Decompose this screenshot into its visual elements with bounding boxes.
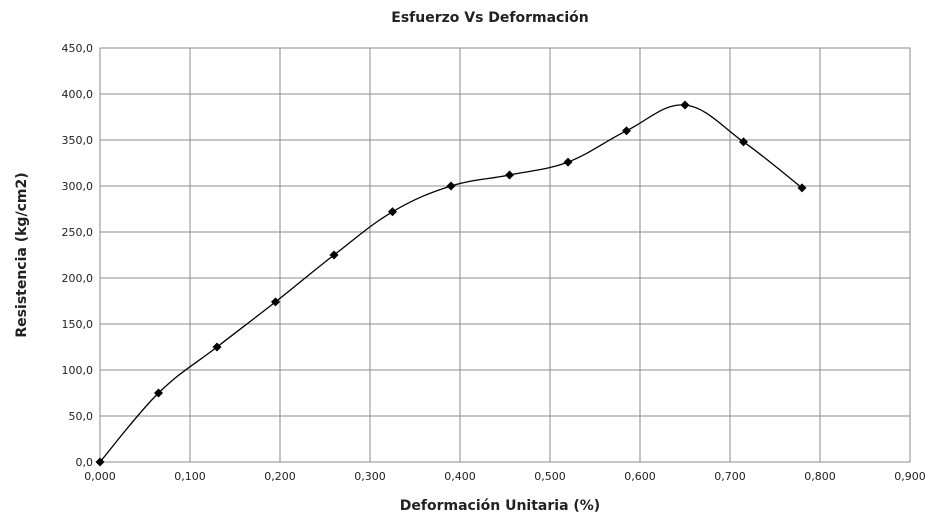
x-tick-label: 0,100 — [174, 470, 206, 483]
data-point-marker — [388, 207, 397, 217]
data-point-marker — [212, 342, 222, 352]
data-point-marker — [680, 100, 690, 110]
x-tick-label: 0,800 — [804, 470, 836, 483]
y-tick-label: 250,0 — [62, 226, 94, 239]
y-tick-label: 100,0 — [62, 364, 94, 377]
y-tick-label: 350,0 — [62, 134, 94, 147]
x-axis-label: Deformación Unitaria (%) — [400, 498, 600, 514]
chart-title: Esfuerzo Vs Deformación — [391, 10, 588, 26]
y-tick-label: 150,0 — [62, 318, 94, 331]
y-tick-label: 300,0 — [62, 180, 94, 193]
x-tick-label: 0,900 — [894, 470, 926, 483]
data-point-marker — [563, 157, 573, 167]
data-point-marker — [329, 250, 339, 260]
y-tick-label: 0,0 — [76, 456, 94, 469]
y-tick-label: 400,0 — [62, 88, 94, 101]
x-tick-label: 0,700 — [714, 470, 746, 483]
data-point-marker — [154, 388, 163, 398]
data-point-marker — [797, 183, 807, 193]
series-line — [99, 104, 803, 463]
data-point-marker — [505, 170, 514, 180]
y-axis-ticks: 0,0 50,0 100,0 150,0 200,0 250,0 300,0 350,0 400… — [62, 42, 94, 469]
data-point-marker — [622, 126, 631, 136]
y-tick-label: 450,0 — [62, 42, 94, 55]
x-axis-ticks: 0,000 0,100 0,200 0,300 0,400 0,500 0,600 0,700… — [84, 470, 926, 483]
x-tick-label: 0,400 — [444, 470, 476, 483]
x-tick-label: 0,000 — [84, 470, 116, 483]
x-tick-label: 0,200 — [264, 470, 296, 483]
y-tick-label: 200,0 — [62, 272, 94, 285]
y-tick-label: 50,0 — [69, 410, 94, 423]
gridlines — [99, 47, 911, 463]
y-axis-label: Resistencia (kg/cm2) — [14, 172, 30, 337]
x-tick-label: 0,500 — [534, 470, 566, 483]
x-tick-label: 0,300 — [354, 470, 386, 483]
data-point-marker — [271, 297, 280, 307]
data-point-marker — [739, 137, 748, 147]
x-tick-label: 0,600 — [624, 470, 656, 483]
data-markers — [95, 100, 807, 467]
data-point-marker — [446, 181, 456, 191]
data-point-marker — [95, 457, 105, 467]
plot-area — [99, 47, 911, 463]
